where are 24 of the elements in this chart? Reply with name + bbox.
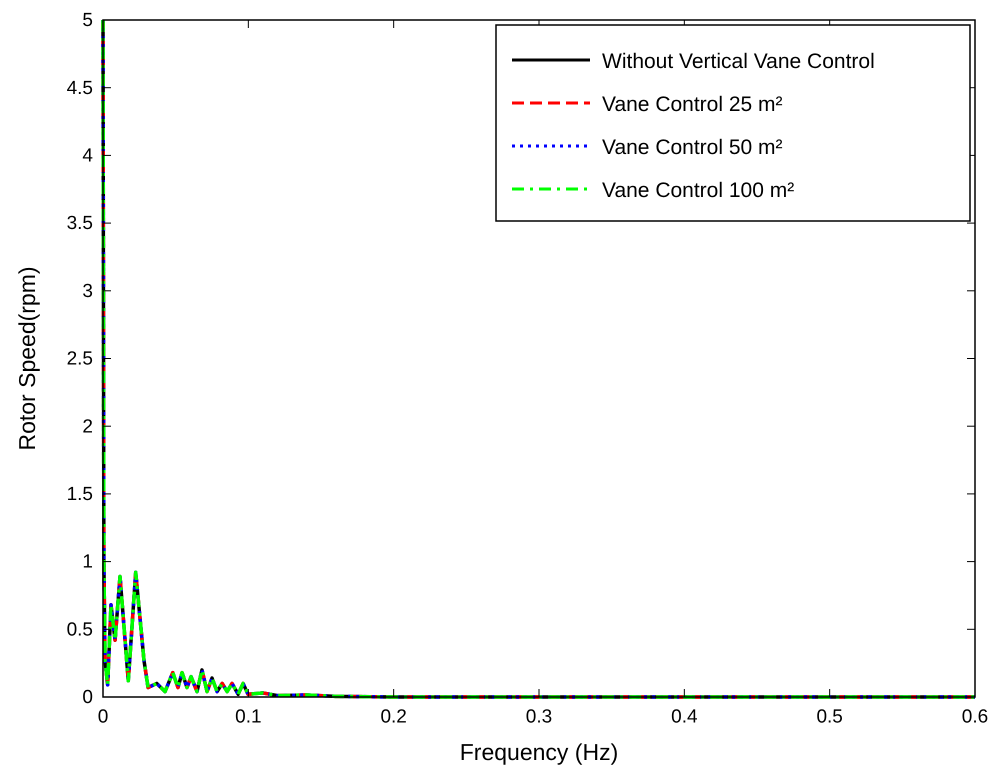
legend-label: Vane Control 100 m²: [602, 179, 794, 202]
x-tick-label: 0.4: [671, 706, 698, 728]
legend-label: Without Vertical Vane Control: [602, 50, 875, 73]
y-tick-label: 0.5: [66, 619, 93, 640]
legend-label: Vane Control 50 m²: [602, 136, 783, 159]
x-tick-label: 0: [98, 706, 108, 728]
y-tick-label: 4.5: [66, 78, 93, 99]
x-tick-label: 0.3: [526, 706, 552, 728]
y-axis-title: Rotor Speed(rpm): [14, 266, 40, 451]
x-axis-title: Frequency (Hz): [460, 739, 618, 765]
y-tick-label: 2.5: [66, 348, 93, 370]
x-tick-label: 0.1: [235, 706, 262, 728]
x-tick-label: 0.2: [380, 706, 407, 728]
x-tick-label: 0.5: [816, 706, 843, 728]
y-tick-label: 1: [82, 552, 93, 573]
legend-label: Vane Control 25 m²: [602, 93, 783, 116]
y-tick-label: 5: [82, 10, 93, 32]
y-tick-label: 4: [82, 145, 94, 166]
y-tick-label: 0: [82, 687, 93, 708]
y-tick-label: 1.5: [66, 484, 93, 505]
y-tick-label: 2: [82, 416, 93, 438]
y-tick-label: 3.5: [66, 213, 93, 234]
x-tick-label: 0.6: [962, 706, 988, 728]
y-tick-label: 3: [82, 280, 93, 302]
